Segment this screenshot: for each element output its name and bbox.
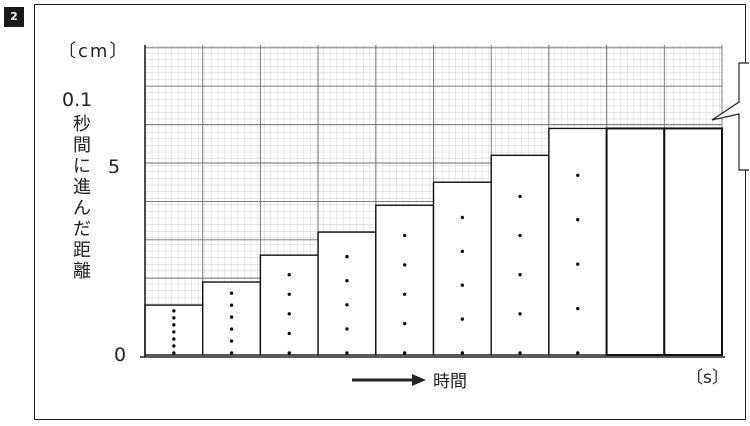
tape-dot	[287, 331, 291, 336]
tape-dot	[229, 327, 234, 331]
y-axis-unit-label: 〔cm〕	[58, 41, 129, 62]
y-axis-label-char: 離	[73, 261, 91, 282]
bar-7	[490, 154, 550, 356]
callout-box	[711, 62, 749, 171]
y-axis-label-char: 間	[73, 135, 91, 156]
tape-dot	[576, 351, 580, 355]
tape-dot	[287, 312, 291, 316]
tape-dot	[345, 351, 349, 355]
figure-number-badge: 2	[4, 7, 24, 27]
bar-9	[605, 127, 666, 356]
tape-dot	[402, 351, 407, 355]
tape-dot	[460, 215, 465, 220]
tape-dot	[518, 312, 522, 316]
tape-dot	[345, 303, 349, 307]
tape-dot	[345, 279, 349, 283]
tape-dot	[172, 330, 176, 334]
tape-dot	[345, 327, 349, 331]
tape-dot	[287, 292, 291, 296]
time-arrow-head	[412, 374, 426, 386]
y-axis-label-prefix: 0.1	[62, 89, 92, 111]
tape-dot	[172, 337, 176, 341]
tape-dot	[229, 339, 234, 343]
tape-dot	[460, 351, 465, 355]
bar-4	[317, 231, 377, 356]
tape-dot	[518, 272, 522, 277]
y-tick-label-0: 0	[114, 344, 126, 366]
tape-dot	[460, 249, 465, 254]
bars	[144, 127, 723, 356]
tape-dot	[287, 272, 291, 277]
tape-dot	[576, 173, 580, 178]
callout: 〔〔	[711, 62, 750, 171]
tape-dot	[172, 323, 176, 327]
bar-3	[259, 254, 319, 356]
tape-dot	[402, 292, 407, 296]
tape-dot	[345, 254, 349, 259]
tape-dot	[402, 233, 407, 238]
tape-dot	[229, 351, 234, 355]
y-axis-label-char: 進	[73, 177, 91, 198]
tape-dot	[518, 233, 522, 238]
tape-dot	[172, 309, 176, 313]
tape-dot	[402, 321, 407, 326]
bar-5	[375, 204, 435, 356]
tape-dot	[576, 306, 580, 311]
y-axis-label-char: に	[73, 156, 91, 177]
tape-dot	[518, 351, 522, 355]
tape-dot	[229, 315, 234, 319]
callout-line-2: 〔	[742, 150, 750, 166]
tape-dot	[172, 316, 176, 320]
x-axis-unit-label: 〔s〕	[686, 368, 729, 388]
y-tick-label-5: 5	[108, 156, 120, 178]
tape-dot	[229, 291, 234, 295]
callout-line-1: 〔	[742, 128, 750, 144]
tape-dot	[229, 303, 234, 307]
tape-dot	[287, 351, 291, 355]
tape-dot	[172, 351, 176, 355]
x-axis-label: 時間	[433, 372, 467, 392]
y-axis-label-char: 秒	[73, 114, 91, 135]
tape-dot	[576, 262, 580, 266]
tape-dot	[576, 218, 580, 222]
y-axis-label-char: ん	[73, 198, 91, 219]
figure-frame	[34, 4, 746, 420]
tape-dot	[172, 344, 176, 348]
bar-8	[548, 127, 608, 356]
bar-10	[663, 127, 723, 356]
tape-dot	[460, 283, 465, 287]
y-axis-label-char: だ	[73, 219, 91, 240]
bar-6	[432, 181, 492, 356]
y-axis-label-char: 距	[73, 240, 91, 261]
tape-dot	[402, 263, 407, 267]
tape-dot	[518, 194, 522, 199]
tape-dot	[460, 317, 465, 321]
axes	[140, 45, 725, 358]
